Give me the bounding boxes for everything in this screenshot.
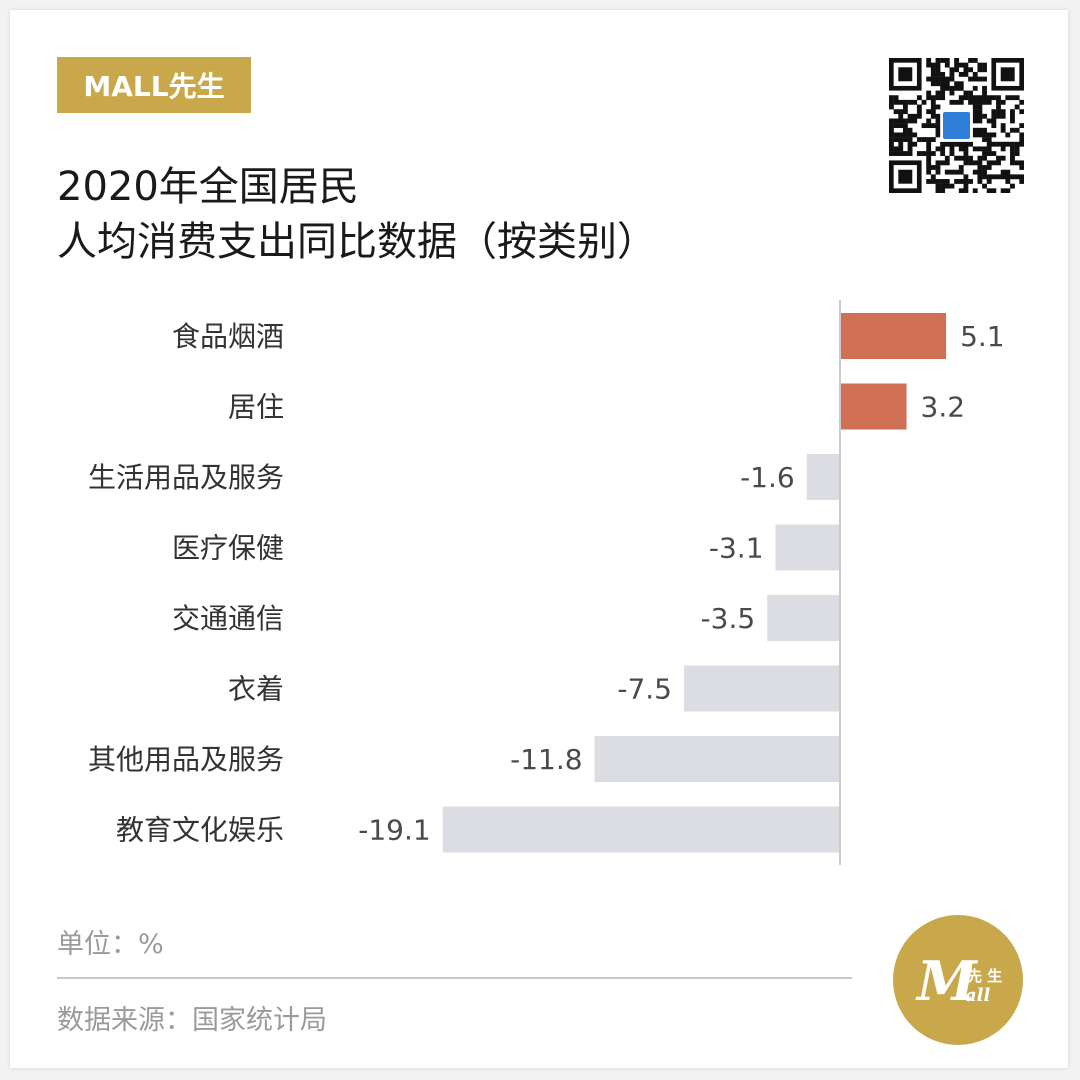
category-label: 交通通信 (172, 602, 284, 635)
bar (442, 806, 840, 853)
bar (767, 595, 840, 641)
value-label: 5.1 (960, 320, 1005, 353)
value-label: -3.5 (701, 602, 756, 635)
category-label: 生活用品及服务 (88, 461, 284, 494)
brand-logo-icon: M 先 生 all (893, 915, 1023, 1045)
value-label: -7.5 (617, 673, 672, 706)
unit-note: 单位：% (57, 929, 164, 960)
value-label: -3.1 (709, 532, 764, 565)
bar (806, 454, 840, 500)
chart-title-line2: 人均消费支出同比数据（按类别） (57, 219, 657, 265)
category-label: 医疗保健 (172, 532, 284, 565)
brand-name: MALL先生 (83, 70, 225, 103)
svg-text:先 生: 先 生 (967, 967, 1002, 985)
source-note: 数据来源：国家统计局 (57, 1005, 327, 1036)
category-label: 教育文化娱乐 (116, 814, 284, 847)
value-label: -11.8 (510, 743, 582, 776)
bar (684, 665, 840, 712)
category-label: 食品烟酒 (172, 320, 284, 353)
brand-badge: MALL先生 (57, 57, 251, 113)
value-label: -19.1 (358, 814, 430, 847)
bar-chart: 食品烟酒 5.1 居住 3.2 生活用品及服务 -1.6 医疗保健 -3.1 交通通信 -3.5 衣… (88, 300, 1005, 865)
bar (775, 524, 840, 571)
svg-text:M: M (915, 949, 979, 1013)
category-label: 其他用品及服务 (88, 743, 284, 776)
qr-code-icon (889, 58, 1024, 193)
value-label: -1.6 (740, 461, 795, 494)
bar (840, 383, 907, 430)
svg-text:all: all (965, 985, 991, 1006)
bar (840, 313, 947, 359)
chart-title: 2020年全国居民 人均消费支出同比数据（按类别） (57, 160, 657, 270)
value-label: 3.2 (921, 391, 966, 424)
category-label: 居住 (228, 391, 284, 424)
category-label: 衣着 (228, 673, 284, 706)
footer-divider (57, 977, 852, 979)
chart-title-line1: 2020年全国居民 (57, 164, 359, 210)
bar (594, 736, 840, 782)
